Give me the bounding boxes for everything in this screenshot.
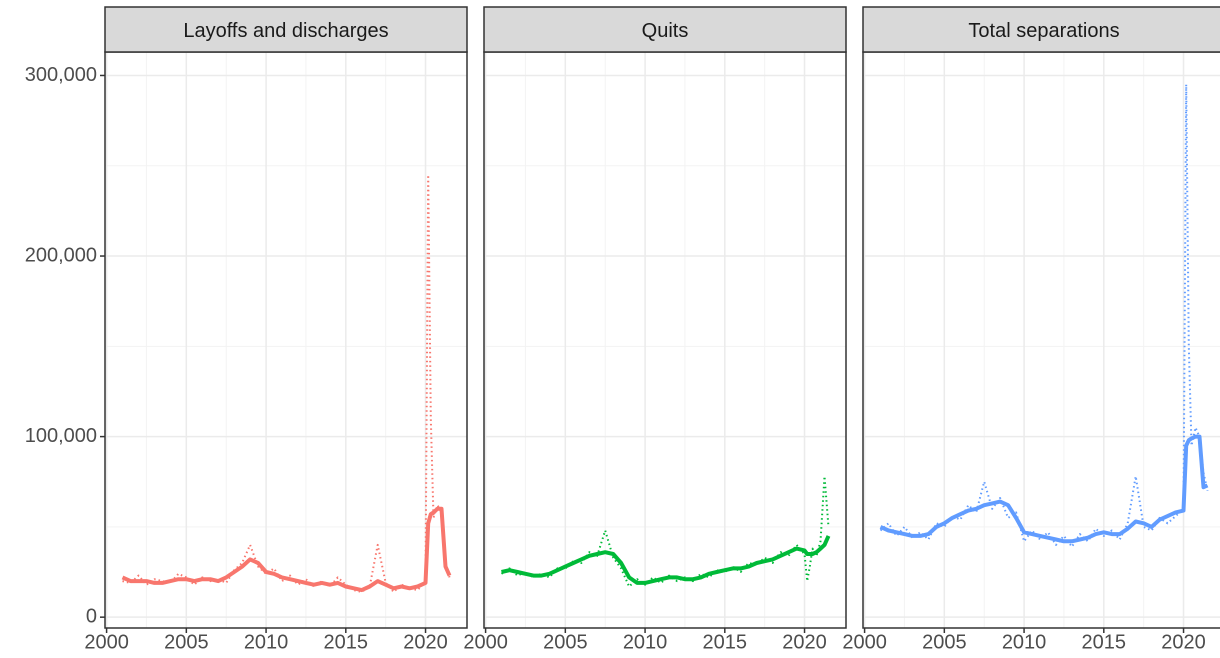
x-tick-label: 2005: [922, 631, 967, 653]
panel: Layoffs and discharges 2000 2005 2010 2015 20…: [25, 6, 468, 653]
strip-label: Layoffs and discharges: [183, 20, 388, 42]
y-tick-label: 300,000: [25, 64, 97, 86]
x-tick-label: 2020: [782, 631, 827, 653]
x-tick-label: 2020: [403, 631, 448, 653]
strip: [104, 6, 468, 53]
plot-background: [105, 52, 467, 628]
x-tick-label: 2005: [543, 631, 588, 653]
series-group: [121, 173, 452, 593]
trend-line: [501, 535, 831, 585]
plot-background: [863, 52, 1220, 628]
x-tick-label: 2000: [84, 631, 129, 653]
trend-line: [879, 434, 1209, 544]
y-tick-label: 100,000: [25, 425, 97, 447]
series-group: [879, 83, 1209, 548]
strip: [483, 6, 847, 53]
strip-label: Total separations: [968, 20, 1119, 42]
y-tick-label: 200,000: [25, 244, 97, 266]
panel: Total separations 2000 2005 2010 2015 2020: [842, 6, 1220, 653]
x-tick-label: 2010: [244, 631, 289, 653]
x-tick-label: 2015: [324, 631, 369, 653]
x-tick-label: 2010: [623, 631, 668, 653]
series-group: [500, 475, 831, 588]
x-tick-label: 2000: [842, 631, 887, 653]
y-tick-label: 0: [86, 605, 97, 627]
x-tick-label: 2020: [1161, 631, 1206, 653]
x-tick-label: 2010: [1002, 631, 1047, 653]
x-tick-label: 2015: [703, 631, 748, 653]
x-tick-label: 2005: [164, 631, 209, 653]
trend-line: [121, 506, 452, 593]
plot-background: [484, 52, 846, 628]
panel: Quits 2000 2005 2010 2015 2020: [463, 6, 847, 653]
strip-label: Quits: [642, 20, 689, 42]
x-tick-label: 2015: [1082, 631, 1127, 653]
x-tick-label: 2000: [463, 631, 508, 653]
strip: [862, 6, 1220, 53]
